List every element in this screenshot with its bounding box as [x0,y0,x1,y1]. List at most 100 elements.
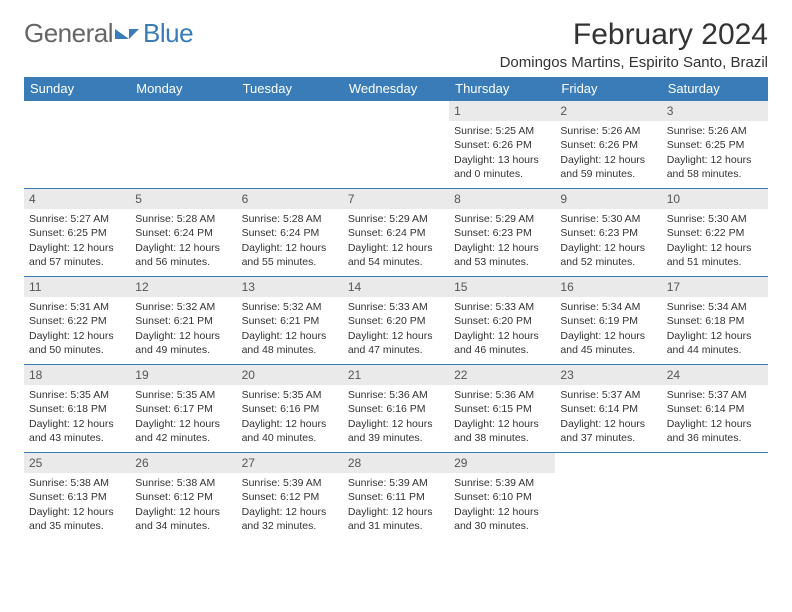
calendar-cell: 23Sunrise: 5:37 AMSunset: 6:14 PMDayligh… [555,365,661,453]
day-details: Sunrise: 5:37 AMSunset: 6:14 PMDaylight:… [662,385,768,448]
calendar-cell: 28Sunrise: 5:39 AMSunset: 6:11 PMDayligh… [343,453,449,541]
weekday-header: Wednesday [343,77,449,101]
sunset-text: Sunset: 6:25 PM [667,138,763,152]
sunset-text: Sunset: 6:23 PM [454,226,550,240]
day-details: Sunrise: 5:36 AMSunset: 6:15 PMDaylight:… [449,385,555,448]
daylight-text: Daylight: 12 hours and 52 minutes. [560,241,656,269]
sunrise-text: Sunrise: 5:30 AM [560,212,656,226]
location-text: Domingos Martins, Espirito Santo, Brazil [500,54,768,71]
day-number: 18 [24,365,130,385]
day-details: Sunrise: 5:39 AMSunset: 6:10 PMDaylight:… [449,473,555,536]
day-number: 9 [555,189,661,209]
calendar-cell: 5Sunrise: 5:28 AMSunset: 6:24 PMDaylight… [130,189,236,277]
daylight-text: Daylight: 12 hours and 39 minutes. [348,417,444,445]
brand-text-2: Blue [143,18,193,49]
calendar-cell: 10Sunrise: 5:30 AMSunset: 6:22 PMDayligh… [662,189,768,277]
sunset-text: Sunset: 6:21 PM [135,314,231,328]
calendar-cell: 20Sunrise: 5:35 AMSunset: 6:16 PMDayligh… [237,365,343,453]
calendar-cell [130,101,236,189]
day-details: Sunrise: 5:35 AMSunset: 6:16 PMDaylight:… [237,385,343,448]
daylight-text: Daylight: 12 hours and 49 minutes. [135,329,231,357]
calendar-cell: 19Sunrise: 5:35 AMSunset: 6:17 PMDayligh… [130,365,236,453]
calendar-cell: 25Sunrise: 5:38 AMSunset: 6:13 PMDayligh… [24,453,130,541]
daylight-text: Daylight: 12 hours and 37 minutes. [560,417,656,445]
sunrise-text: Sunrise: 5:26 AM [560,124,656,138]
calendar-cell: 21Sunrise: 5:36 AMSunset: 6:16 PMDayligh… [343,365,449,453]
header: General Blue February 2024 Domingos Mart… [24,18,768,71]
day-number: 27 [237,453,343,473]
day-details: Sunrise: 5:33 AMSunset: 6:20 PMDaylight:… [343,297,449,360]
brand-triangle-icon [115,29,129,39]
sunrise-text: Sunrise: 5:39 AM [454,476,550,490]
weekday-header: Thursday [449,77,555,101]
calendar-cell: 12Sunrise: 5:32 AMSunset: 6:21 PMDayligh… [130,277,236,365]
calendar-cell: 27Sunrise: 5:39 AMSunset: 6:12 PMDayligh… [237,453,343,541]
daylight-text: Daylight: 12 hours and 53 minutes. [454,241,550,269]
weekday-header: Saturday [662,77,768,101]
sunrise-text: Sunrise: 5:36 AM [454,388,550,402]
sunset-text: Sunset: 6:16 PM [242,402,338,416]
day-number: 29 [449,453,555,473]
sunrise-text: Sunrise: 5:25 AM [454,124,550,138]
day-number: 7 [343,189,449,209]
daylight-text: Daylight: 12 hours and 57 minutes. [29,241,125,269]
calendar-cell: 24Sunrise: 5:37 AMSunset: 6:14 PMDayligh… [662,365,768,453]
sunrise-text: Sunrise: 5:26 AM [667,124,763,138]
sunrise-text: Sunrise: 5:38 AM [135,476,231,490]
day-number: 3 [662,101,768,121]
sunset-text: Sunset: 6:22 PM [29,314,125,328]
daylight-text: Daylight: 12 hours and 34 minutes. [135,505,231,533]
day-number: 28 [343,453,449,473]
day-details: Sunrise: 5:30 AMSunset: 6:22 PMDaylight:… [662,209,768,272]
daylight-text: Daylight: 12 hours and 40 minutes. [242,417,338,445]
day-details: Sunrise: 5:27 AMSunset: 6:25 PMDaylight:… [24,209,130,272]
sunset-text: Sunset: 6:26 PM [560,138,656,152]
sunset-text: Sunset: 6:17 PM [135,402,231,416]
sunset-text: Sunset: 6:22 PM [667,226,763,240]
calendar-body: 1Sunrise: 5:25 AMSunset: 6:26 PMDaylight… [24,101,768,541]
daylight-text: Daylight: 12 hours and 36 minutes. [667,417,763,445]
sunrise-text: Sunrise: 5:36 AM [348,388,444,402]
day-number: 10 [662,189,768,209]
sunrise-text: Sunrise: 5:35 AM [242,388,338,402]
weekday-header: Tuesday [237,77,343,101]
sunset-text: Sunset: 6:15 PM [454,402,550,416]
calendar-cell: 2Sunrise: 5:26 AMSunset: 6:26 PMDaylight… [555,101,661,189]
calendar-row: 4Sunrise: 5:27 AMSunset: 6:25 PMDaylight… [24,189,768,277]
day-details: Sunrise: 5:39 AMSunset: 6:11 PMDaylight:… [343,473,449,536]
day-details: Sunrise: 5:36 AMSunset: 6:16 PMDaylight:… [343,385,449,448]
day-number: 15 [449,277,555,297]
daylight-text: Daylight: 12 hours and 35 minutes. [29,505,125,533]
day-details: Sunrise: 5:37 AMSunset: 6:14 PMDaylight:… [555,385,661,448]
day-details: Sunrise: 5:26 AMSunset: 6:25 PMDaylight:… [662,121,768,184]
calendar-cell: 14Sunrise: 5:33 AMSunset: 6:20 PMDayligh… [343,277,449,365]
day-number: 21 [343,365,449,385]
day-details: Sunrise: 5:38 AMSunset: 6:12 PMDaylight:… [130,473,236,536]
daylight-text: Daylight: 12 hours and 31 minutes. [348,505,444,533]
calendar-cell: 29Sunrise: 5:39 AMSunset: 6:10 PMDayligh… [449,453,555,541]
sunrise-text: Sunrise: 5:28 AM [242,212,338,226]
day-details: Sunrise: 5:31 AMSunset: 6:22 PMDaylight:… [24,297,130,360]
day-number: 24 [662,365,768,385]
day-number: 25 [24,453,130,473]
brand-triangle-icon-2 [129,29,139,39]
calendar-cell: 4Sunrise: 5:27 AMSunset: 6:25 PMDaylight… [24,189,130,277]
sunrise-text: Sunrise: 5:29 AM [348,212,444,226]
sunset-text: Sunset: 6:18 PM [29,402,125,416]
daylight-text: Daylight: 12 hours and 32 minutes. [242,505,338,533]
day-number: 26 [130,453,236,473]
sunrise-text: Sunrise: 5:34 AM [667,300,763,314]
calendar-cell: 13Sunrise: 5:32 AMSunset: 6:21 PMDayligh… [237,277,343,365]
daylight-text: Daylight: 12 hours and 48 minutes. [242,329,338,357]
calendar-row: 18Sunrise: 5:35 AMSunset: 6:18 PMDayligh… [24,365,768,453]
calendar-row: 25Sunrise: 5:38 AMSunset: 6:13 PMDayligh… [24,453,768,541]
calendar-cell: 15Sunrise: 5:33 AMSunset: 6:20 PMDayligh… [449,277,555,365]
daylight-text: Daylight: 12 hours and 43 minutes. [29,417,125,445]
day-details: Sunrise: 5:34 AMSunset: 6:19 PMDaylight:… [555,297,661,360]
calendar-cell [343,101,449,189]
day-details: Sunrise: 5:35 AMSunset: 6:17 PMDaylight:… [130,385,236,448]
calendar-cell: 9Sunrise: 5:30 AMSunset: 6:23 PMDaylight… [555,189,661,277]
day-number: 20 [237,365,343,385]
sunset-text: Sunset: 6:14 PM [560,402,656,416]
calendar-cell [24,101,130,189]
